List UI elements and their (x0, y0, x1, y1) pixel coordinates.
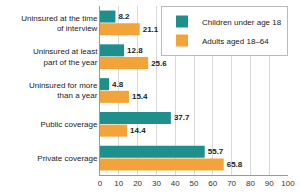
svg-text:37.7: 37.7 (174, 113, 190, 122)
svg-text:12.8: 12.8 (127, 46, 143, 55)
svg-text:55.7: 55.7 (208, 147, 224, 156)
svg-text:Children under age 18: Children under age 18 (202, 18, 282, 27)
svg-text:20: 20 (133, 179, 142, 188)
svg-text:Uninsured for morethan a year: Uninsured for morethan a year (29, 81, 98, 100)
svg-text:80: 80 (246, 179, 255, 188)
svg-text:21.1: 21.1 (143, 25, 159, 34)
svg-text:60: 60 (208, 179, 217, 188)
svg-text:25.6: 25.6 (151, 59, 167, 68)
svg-text:50: 50 (190, 179, 199, 188)
svg-text:Public coverage: Public coverage (40, 120, 97, 129)
svg-text:65.8: 65.8 (227, 160, 243, 169)
svg-text:100: 100 (281, 179, 295, 188)
svg-text:14.4: 14.4 (130, 126, 146, 135)
svg-text:30: 30 (152, 179, 161, 188)
svg-text:8.2: 8.2 (118, 12, 130, 21)
svg-text:4.8: 4.8 (112, 80, 124, 89)
svg-text:Uninsured at the timeof interv: Uninsured at the timeof interview (21, 14, 98, 33)
svg-text:90: 90 (265, 179, 274, 188)
svg-text:Adults aged 18–64: Adults aged 18–64 (202, 37, 269, 46)
svg-text:15.4: 15.4 (132, 92, 148, 101)
svg-text:10: 10 (114, 179, 123, 188)
svg-text:Uninsured at leastpart of the: Uninsured at leastpart of the year (33, 47, 98, 66)
svg-text:40: 40 (171, 179, 180, 188)
svg-text:Private coverage: Private coverage (37, 154, 98, 163)
svg-text:0: 0 (98, 179, 103, 188)
svg-text:70: 70 (227, 179, 236, 188)
